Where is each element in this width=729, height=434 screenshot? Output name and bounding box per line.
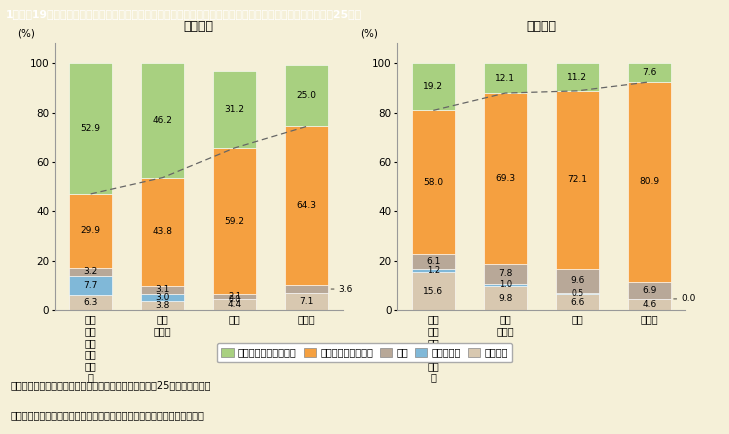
Text: 7.7: 7.7 [84,281,98,290]
Bar [285,293,328,310]
Bar [141,301,184,310]
Bar [555,294,599,310]
Bar [69,295,112,310]
Text: 15.6: 15.6 [424,286,443,296]
Text: 59.2: 59.2 [225,217,245,226]
Text: 9.8: 9.8 [498,294,512,302]
Text: 80.9: 80.9 [639,178,659,186]
Bar [285,65,328,126]
Bar [213,299,256,310]
Text: 9.6: 9.6 [570,276,585,286]
Text: 3.0: 3.0 [155,293,170,302]
Text: 〈男性〉: 〈男性〉 [526,20,556,33]
Text: 69.3: 69.3 [495,174,515,183]
Text: 7.8: 7.8 [498,270,512,279]
Legend: 非正規の職員・従業員, 正規の職員・従業員, 役員, 家族従業者, 自営業主: 非正規の職員・従業員, 正規の職員・従業員, 役員, 家族従業者, 自営業主 [217,343,512,362]
Text: 1.0: 1.0 [499,280,512,289]
Text: 1.2: 1.2 [426,266,440,275]
Bar [484,63,527,93]
Text: 3.8: 3.8 [155,301,170,310]
Text: 4.4: 4.4 [227,300,242,309]
Text: 29.9: 29.9 [81,227,101,235]
Text: 2.1: 2.1 [228,293,241,301]
Text: (%): (%) [17,28,35,38]
Bar [484,264,527,284]
Text: 0.0: 0.0 [229,295,241,304]
Text: (%): (%) [360,28,378,38]
Bar [555,269,599,293]
Text: 0.5: 0.5 [572,289,583,298]
Bar [285,285,328,293]
Bar [484,286,527,310]
Bar [628,282,671,299]
Bar [69,194,112,268]
Bar [484,93,527,264]
Text: 72.1: 72.1 [567,175,588,184]
Bar [69,268,112,276]
Bar [213,294,256,299]
Text: 11.2: 11.2 [567,72,588,82]
Text: 6.9: 6.9 [642,286,656,295]
Text: 3.6: 3.6 [338,285,353,293]
Text: 6.6: 6.6 [570,298,585,307]
Bar [213,148,256,294]
Bar [412,269,455,272]
Text: 19.2: 19.2 [424,82,443,91]
Text: 31.2: 31.2 [225,105,245,114]
Text: 4.6: 4.6 [642,300,656,309]
Bar [141,178,184,286]
Text: 58.0: 58.0 [424,178,443,187]
Bar [412,63,455,110]
Bar [69,63,112,194]
Bar [412,110,455,254]
Text: （備考）１．総務省「労働力調査（詳細集計）」（平成25年）より作成。: （備考）１．総務省「労働力調査（詳細集計）」（平成25年）より作成。 [11,381,211,391]
Bar [555,293,599,294]
Text: 6.1: 6.1 [426,257,440,266]
Text: 25.0: 25.0 [297,91,316,100]
Text: 6.3: 6.3 [84,298,98,307]
Text: 1－特－19図　教育（卒業）別に見た就業者の就業形態（従業上の地位及び雇用形態）別内訳（男女別，平成25年）: 1－特－19図 教育（卒業）別に見た就業者の就業形態（従業上の地位及び雇用形態）… [6,9,362,19]
Bar [628,299,671,310]
Text: 43.8: 43.8 [152,227,173,236]
Bar [141,286,184,293]
Bar [628,82,671,282]
Text: 64.3: 64.3 [297,201,316,210]
Text: 52.9: 52.9 [81,124,101,133]
Text: 0.0: 0.0 [681,294,695,303]
Bar [213,71,256,148]
Bar [555,63,599,91]
Text: 3.2: 3.2 [84,267,98,276]
Bar [69,276,112,295]
Bar [285,126,328,285]
Text: 46.2: 46.2 [152,116,173,125]
Bar [141,293,184,301]
Bar [412,254,455,269]
Text: ２．在学中の者，在学したことがない者，教育不詳の者を除く。: ２．在学中の者，在学したことがない者，教育不詳の者を除く。 [11,410,205,420]
Text: 3.1: 3.1 [155,285,170,294]
Text: 〈女性〉: 〈女性〉 [184,20,214,33]
Text: 7.1: 7.1 [300,297,313,306]
Bar [412,272,455,310]
Text: 7.6: 7.6 [642,68,656,77]
Text: 12.1: 12.1 [495,74,515,82]
Bar [555,91,599,269]
Bar [484,284,527,286]
Bar [628,63,671,82]
Bar [141,63,184,178]
